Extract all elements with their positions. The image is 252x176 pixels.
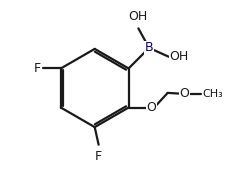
Text: O: O <box>179 87 189 100</box>
Text: F: F <box>95 150 102 163</box>
Text: OH: OH <box>170 50 189 63</box>
Text: F: F <box>34 62 41 75</box>
Text: O: O <box>146 101 156 114</box>
Text: CH₃: CH₃ <box>202 89 223 99</box>
Text: B: B <box>145 41 153 54</box>
Text: OH: OH <box>129 10 148 23</box>
